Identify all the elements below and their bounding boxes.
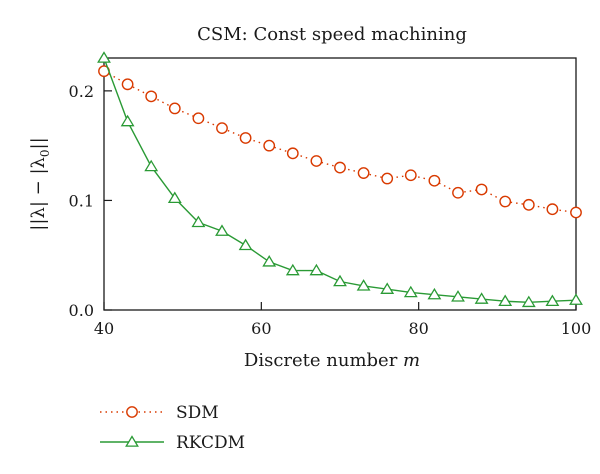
- x-tick-label: 60: [251, 319, 271, 338]
- data-point-sdm: [475, 183, 488, 196]
- data-point-sdm: [452, 186, 464, 199]
- data-point-rkcdm: [521, 295, 536, 308]
- data-point-sdm: [334, 161, 346, 174]
- data-point-rkcdm: [120, 114, 135, 127]
- y-axis-label-close: ||: [28, 137, 49, 149]
- data-point-rkcdm: [498, 294, 513, 307]
- data-point-sdm: [381, 172, 394, 185]
- data-point-sdm: [357, 167, 370, 179]
- series-line-sdm: [103, 70, 577, 214]
- data-point-rkcdm: [403, 285, 418, 298]
- legend-entry-rkcdm: RKCDM: [100, 433, 245, 453]
- x-tick-label: 100: [561, 319, 592, 338]
- x-tick-label: 40: [94, 319, 114, 338]
- y-tick-label: 0.1: [69, 191, 94, 210]
- data-point-rkcdm: [285, 263, 300, 276]
- data-point-rkcdm: [309, 263, 324, 276]
- data-point-rkcdm: [191, 215, 206, 228]
- data-point-rkcdm: [356, 279, 371, 291]
- x-axis: 40 60 80 100: [94, 302, 591, 338]
- x-axis-label-variable: m: [403, 350, 420, 371]
- y-axis-label-main: ||λ| − |λ: [28, 157, 49, 231]
- data-point-sdm: [499, 195, 512, 208]
- data-point-sdm: [404, 169, 417, 182]
- y-axis-label-subscript: 0: [38, 149, 52, 157]
- data-point-sdm: [570, 206, 582, 219]
- data-point-rkcdm: [97, 51, 111, 63]
- data-point-sdm: [522, 198, 535, 211]
- chart-title: CSM: Const speed machining: [197, 24, 467, 45]
- data-point-sdm: [239, 132, 252, 144]
- data-point-sdm: [263, 139, 276, 152]
- data-point-sdm: [428, 174, 441, 187]
- data-point-rkcdm: [333, 274, 347, 287]
- data-point-rkcdm: [144, 159, 159, 172]
- y-axis: 0.0 0.1 0.2: [69, 82, 112, 320]
- data-point-rkcdm: [167, 191, 182, 204]
- data-point-rkcdm: [474, 292, 489, 304]
- legend-marker-sdm: [126, 406, 138, 418]
- data-point-rkcdm: [569, 293, 583, 305]
- data-point-rkcdm: [545, 294, 560, 307]
- y-axis-label: ||λ| − |λ0||: [28, 137, 52, 230]
- series-rkcdm: [97, 51, 583, 308]
- legend-entry-sdm: SDM: [100, 403, 219, 423]
- x-axis-label: Discrete number m: [244, 350, 420, 371]
- data-point-sdm: [216, 122, 228, 135]
- data-point-sdm: [546, 203, 559, 216]
- x-axis-label-text: Discrete number: [244, 350, 403, 371]
- legend-label-sdm: SDM: [176, 403, 219, 423]
- data-point-rkcdm: [262, 255, 277, 267]
- data-point-sdm: [310, 155, 323, 167]
- x-tick-label: 80: [408, 319, 428, 338]
- y-tick-label: 0.0: [69, 301, 94, 320]
- data-point-rkcdm: [238, 238, 253, 251]
- series-layer: [97, 51, 583, 308]
- data-point-sdm: [121, 78, 134, 91]
- data-point-sdm: [168, 102, 181, 115]
- data-point-rkcdm: [215, 224, 229, 236]
- series-line-rkcdm: [103, 57, 577, 304]
- data-point-rkcdm: [451, 290, 465, 302]
- plot-frame: [103, 57, 577, 311]
- data-point-rkcdm: [427, 287, 442, 300]
- data-point-sdm: [286, 147, 299, 160]
- data-point-sdm: [145, 90, 158, 103]
- legend: SDM RKCDM: [100, 403, 245, 453]
- y-tick-label: 0.2: [69, 82, 94, 101]
- legend-label-rkcdm: RKCDM: [176, 433, 245, 453]
- series-sdm: [98, 65, 582, 219]
- data-point-rkcdm: [380, 282, 395, 294]
- data-point-sdm: [192, 112, 205, 125]
- legend-marker-rkcdm: [125, 435, 139, 447]
